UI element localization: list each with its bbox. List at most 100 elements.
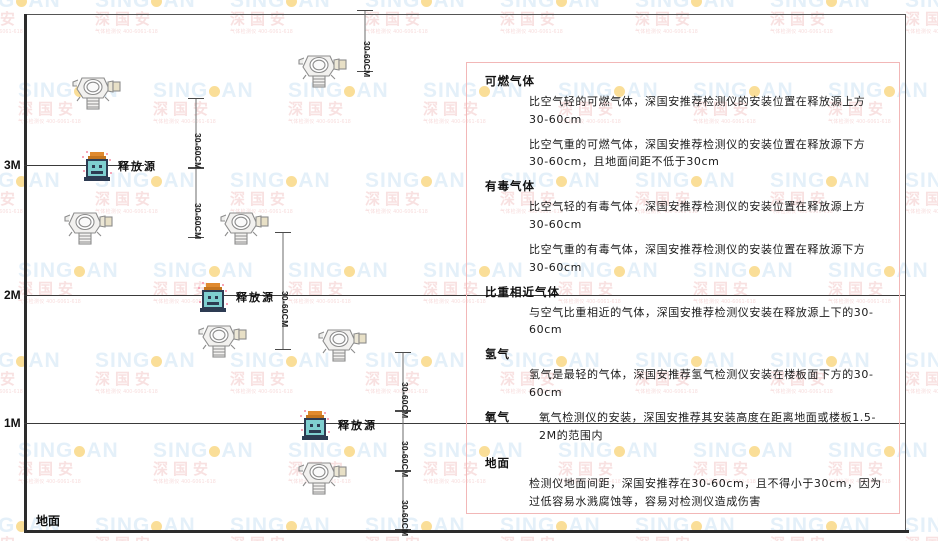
watermark-dot-icon <box>151 0 163 7</box>
panel-paragraph: 氧气检测仪的安装，深国安推荐其安装高度在距离地面或楼板1.5-2M的范围内 <box>539 410 877 442</box>
release-source <box>198 281 228 318</box>
level-line-3m <box>24 165 144 166</box>
level-line-1m <box>24 423 905 424</box>
dimension-tick-top <box>275 232 291 233</box>
panel-paragraph: 氢气是最轻的气体，深国安推荐氢气检测仪安装在楼板面下方的30-60cm <box>529 368 874 399</box>
dimension-tick-bottom <box>275 349 291 350</box>
watermark-chinese: 深国安 <box>635 536 785 541</box>
gas-detector-icon <box>318 329 367 362</box>
gas-detector <box>70 70 122 117</box>
dimension-segment: 30-60CM <box>393 470 413 537</box>
gas-detector-icon <box>72 77 121 110</box>
dimension-tick-top <box>357 10 373 11</box>
panel-paragraph: 检测仪地面间距，深国安推荐在30-60cm，且不得小于30cm，因为过低容易水溅… <box>529 477 882 509</box>
gas-detector <box>62 205 114 252</box>
dimension-tick-top <box>395 470 411 472</box>
release-source-label: 释放源 <box>118 161 157 173</box>
dimension-tick-bottom <box>395 410 411 412</box>
watermark-dot-icon <box>16 0 28 7</box>
panel-section-body: 与空气比重相近的气体，深国安推荐检测仪安装在释放源上下的30-60cm <box>529 304 885 340</box>
dimension-tick-top <box>395 411 411 413</box>
watermark-chinese: 深国安 <box>905 371 938 388</box>
panel-section: 氢气氢气是最轻的气体，深国安推荐氢气检测仪安装在楼板面下方的30-60cm <box>485 346 885 402</box>
panel-section-title: 有毒气体 <box>485 179 535 194</box>
watermark-chinese: 深国安 <box>365 536 515 541</box>
dimension-line <box>402 411 404 471</box>
watermark-dot-icon <box>826 0 838 7</box>
panel-section: 有毒气体比空气轻的有毒气体，深国安推荐检测仪的安装位置在释放源上方30-60cm… <box>485 178 885 276</box>
panel-paragraph: 比空气重的可燃气体，深国安推荐检测仪的安装位置在释放源下方30-60cm，且地面… <box>529 137 866 169</box>
dimension-line <box>195 168 197 238</box>
gas-detector-icon <box>220 212 269 245</box>
panel-section-body: 氢气是最轻的气体，深国安推荐氢气检测仪安装在楼板面下方的30-60cm <box>529 366 885 402</box>
panel-section-title: 地面 <box>485 456 510 471</box>
watermark-chinese: 深国安 <box>905 536 938 541</box>
release-source-leader-line <box>32 423 300 424</box>
watermark-sub: 气体检测仪 400-6061-618 <box>905 28 938 35</box>
release-source-label: 释放源 <box>236 292 275 304</box>
gas-detector <box>296 48 348 95</box>
panel-section-title: 氧气 <box>485 409 510 424</box>
dimension-label: 30-60CM <box>193 133 203 170</box>
dimension-tick-bottom <box>188 167 204 168</box>
watermark-dot-icon <box>421 0 433 7</box>
dimension-line <box>364 10 366 72</box>
release-source <box>82 150 112 187</box>
panel-section: 氧气 氧气检测仪的安装，深国安推荐其安装高度在距离地面或楼板1.5-2M的范围内 <box>485 409 885 452</box>
level-label-3m: 3M <box>4 158 21 172</box>
dimension-label: 30-60CM <box>400 500 410 537</box>
panel-paragraph: 与空气比重相近的气体，深国安推荐检测仪安装在释放源上下的30-60cm <box>529 305 874 337</box>
watermark-chinese: 深国安 <box>230 536 380 541</box>
dimension-line <box>402 352 404 412</box>
gas-detector-icon <box>198 325 247 358</box>
release-source-label: 释放源 <box>338 420 377 432</box>
panel-section-body: 比空气轻的有毒气体，深国安推荐检测仪的安装位置在释放源上方30-60cm 比空气重… <box>529 198 885 276</box>
release-source-icon <box>300 410 330 440</box>
dimension-tick-bottom <box>357 71 373 72</box>
gas-detector-icon <box>64 212 113 245</box>
release-source-icon <box>82 151 112 181</box>
watermark-chinese: 深国安 <box>500 536 650 541</box>
watermark-dot-icon <box>286 0 298 7</box>
dimension-label: 30-60CM <box>193 203 203 240</box>
dimension-tick-bottom <box>395 528 411 530</box>
panel-section-title: 可燃气体 <box>485 74 535 88</box>
dimension-segment: 30-60CM <box>186 168 206 240</box>
frame-right-edge <box>905 14 906 530</box>
release-source <box>300 409 330 446</box>
level-label-1m: 1M <box>4 416 21 430</box>
gas-detector <box>196 318 248 365</box>
gas-detector <box>316 322 368 369</box>
panel-section: 地面检测仪地面间距，深国安推荐在30-60cm，且不得小于30cm，因为过低容易… <box>485 455 885 511</box>
panel-section-body: 检测仪地面间距，深国安推荐在30-60cm，且不得小于30cm，因为过低容易水溅… <box>529 475 885 511</box>
watermark-chinese: 深国安 <box>0 536 110 541</box>
panel-paragraph: 比空气轻的可燃气体，深国安推荐检测仪的安装位置在释放源上方30-60cm <box>529 95 866 126</box>
panel-section: 比重相近气体 与空气比重相近的气体，深国安推荐检测仪安装在释放源上下的30-60c… <box>485 284 885 340</box>
dimension-segment: 30-60CM <box>393 411 413 477</box>
dimension-line <box>282 232 284 350</box>
dimension-line <box>402 470 404 530</box>
gas-detector-icon <box>298 55 347 88</box>
dimension-tick-bottom <box>188 237 204 238</box>
release-source-leader-line <box>32 165 82 166</box>
panel-section-title: 氢气 <box>485 347 510 362</box>
dimension-line <box>195 98 197 168</box>
dimension-segment: 30-60CM <box>186 98 206 170</box>
release-source-leader-line <box>32 295 198 296</box>
panel-paragraph: 比空气轻的有毒气体，深国安推荐检测仪的安装位置在释放源上方30-60cm <box>529 200 866 232</box>
gas-detector-icon <box>298 462 347 495</box>
watermark-chinese: 深国安 <box>905 11 938 28</box>
ground-label: 地面 <box>36 514 61 528</box>
dimension-segment: 30-60CM <box>273 232 293 350</box>
